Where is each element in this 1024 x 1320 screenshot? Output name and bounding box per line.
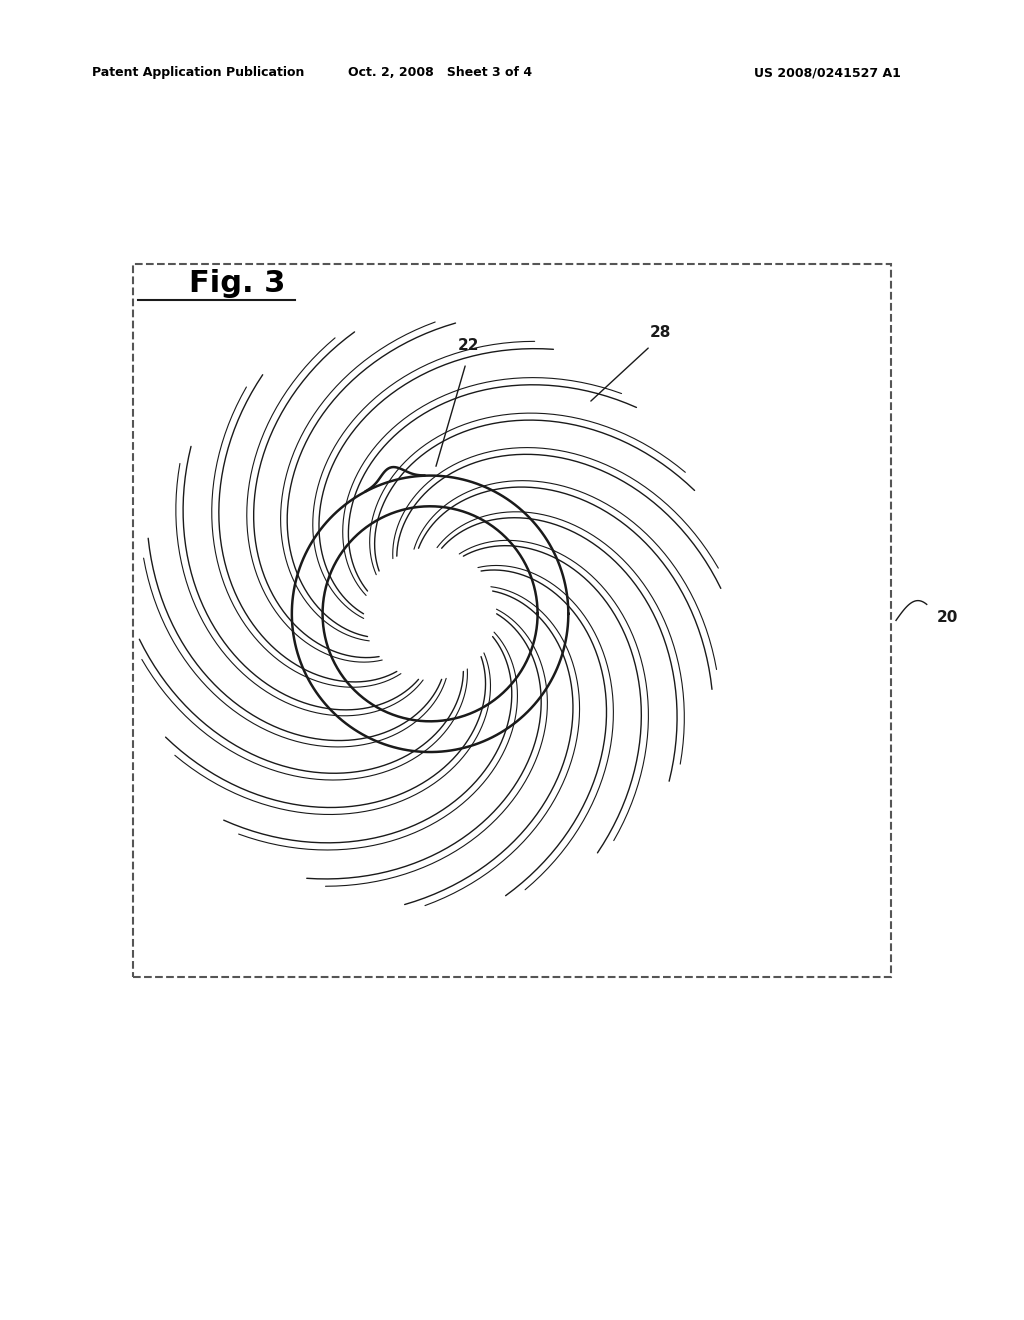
Text: 28: 28: [650, 325, 671, 339]
Text: US 2008/0241527 A1: US 2008/0241527 A1: [755, 66, 901, 79]
Text: 20: 20: [937, 610, 958, 626]
Text: Oct. 2, 2008   Sheet 3 of 4: Oct. 2, 2008 Sheet 3 of 4: [348, 66, 532, 79]
Text: Fig. 3: Fig. 3: [189, 269, 286, 298]
Text: Patent Application Publication: Patent Application Publication: [92, 66, 304, 79]
Text: 22: 22: [459, 338, 479, 352]
Bar: [133, 264, 891, 977]
